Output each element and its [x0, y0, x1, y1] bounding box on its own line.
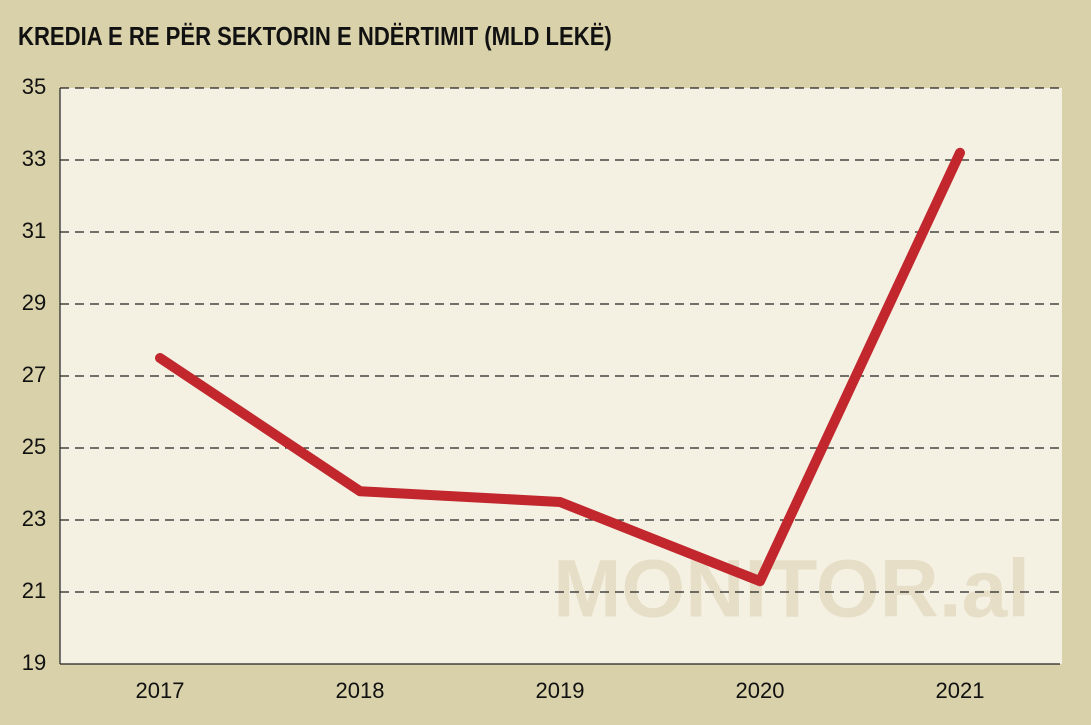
chart-title: KREDIA E RE PËR SEKTORIN E NDËRTIMIT (ML…: [18, 22, 612, 51]
y-tick-label: 21: [22, 578, 46, 603]
y-tick-label: 35: [22, 74, 46, 99]
data-line: [155, 147, 965, 587]
y-tick-label: 23: [22, 506, 46, 531]
x-tick-label: 2017: [136, 678, 185, 703]
y-tick-label: 31: [22, 218, 46, 243]
y-tick-label: 29: [22, 290, 46, 315]
y-tick-label: 25: [22, 434, 46, 459]
x-tick-label: 2018: [336, 678, 385, 703]
y-tick-label: 19: [22, 650, 46, 675]
x-tick-label: 2020: [736, 678, 785, 703]
x-tick-label: 2021: [936, 678, 985, 703]
y-tick-label: 27: [22, 362, 46, 387]
y-tick-label: 33: [22, 146, 46, 171]
x-tick-label: 2019: [536, 678, 585, 703]
watermark: MONITOR.al: [553, 544, 1030, 635]
